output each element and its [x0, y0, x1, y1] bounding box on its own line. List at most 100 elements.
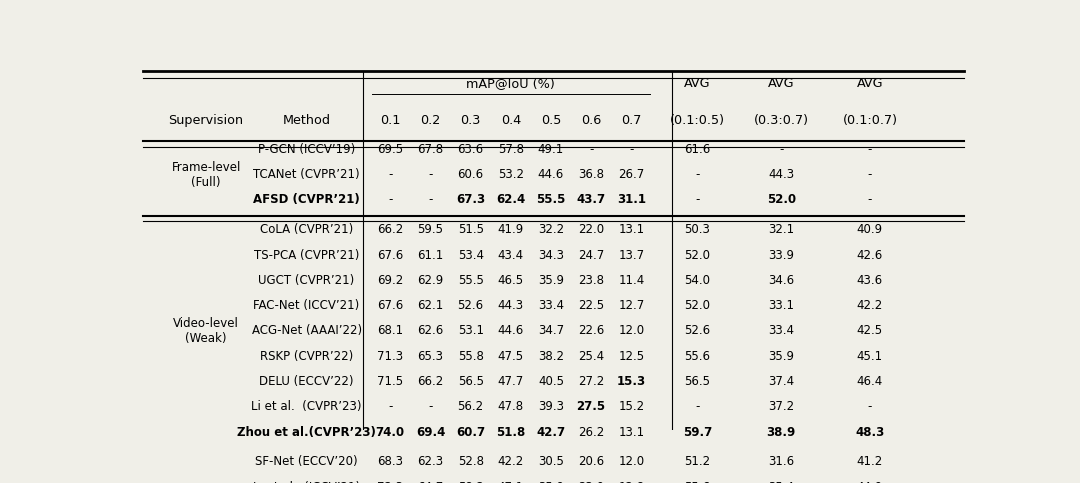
Text: 47.1: 47.1	[498, 481, 524, 483]
Text: 61.6: 61.6	[685, 143, 711, 156]
Text: 62.3: 62.3	[417, 455, 444, 469]
Text: 0.3: 0.3	[460, 114, 481, 127]
Text: 71.5: 71.5	[377, 375, 403, 388]
Text: 0.2: 0.2	[420, 114, 441, 127]
Text: 15.2: 15.2	[618, 400, 645, 413]
Text: 11.4: 11.4	[618, 274, 645, 287]
Text: 33.1: 33.1	[768, 299, 794, 312]
Text: 66.2: 66.2	[417, 375, 444, 388]
Text: 57.8: 57.8	[498, 143, 524, 156]
Text: 54.0: 54.0	[685, 274, 711, 287]
Text: 62.6: 62.6	[417, 325, 444, 338]
Text: P-GCN (ICCV’19): P-GCN (ICCV’19)	[258, 143, 355, 156]
Text: 12.0: 12.0	[618, 325, 645, 338]
Text: 0.7: 0.7	[621, 114, 642, 127]
Text: -: -	[867, 168, 872, 181]
Text: 35.9: 35.9	[538, 274, 564, 287]
Text: -: -	[388, 400, 392, 413]
Text: 42.2: 42.2	[498, 455, 524, 469]
Text: -: -	[867, 194, 872, 206]
Text: -: -	[429, 194, 433, 206]
Text: 20.6: 20.6	[578, 455, 604, 469]
Text: Li et al.  (CVPR’23): Li et al. (CVPR’23)	[252, 400, 362, 413]
Text: 44.6: 44.6	[498, 325, 524, 338]
Text: 0.4: 0.4	[501, 114, 521, 127]
Text: (0.1:0.5): (0.1:0.5)	[670, 114, 725, 127]
Text: 55.6: 55.6	[685, 350, 711, 363]
Text: 56.2: 56.2	[458, 400, 484, 413]
Text: 37.4: 37.4	[768, 375, 794, 388]
Text: -: -	[696, 168, 700, 181]
Text: 51.2: 51.2	[685, 455, 711, 469]
Text: 68.1: 68.1	[377, 325, 403, 338]
Text: 55.5: 55.5	[458, 274, 484, 287]
Text: 22.5: 22.5	[578, 299, 604, 312]
Text: -: -	[696, 400, 700, 413]
Text: 67.8: 67.8	[417, 143, 444, 156]
Text: 39.3: 39.3	[538, 400, 564, 413]
Text: 13.1: 13.1	[618, 426, 645, 439]
Text: 42.7: 42.7	[537, 426, 566, 439]
Text: 44.3: 44.3	[498, 299, 524, 312]
Text: 40.9: 40.9	[856, 223, 883, 236]
Text: 52.8: 52.8	[458, 455, 484, 469]
Text: 34.7: 34.7	[538, 325, 564, 338]
Text: 45.1: 45.1	[856, 350, 883, 363]
Text: 22.6: 22.6	[578, 325, 605, 338]
Text: -: -	[429, 400, 433, 413]
Text: 27.2: 27.2	[578, 375, 605, 388]
Text: 34.6: 34.6	[768, 274, 794, 287]
Text: 33.4: 33.4	[768, 325, 794, 338]
Text: 12.7: 12.7	[618, 299, 645, 312]
Text: FAC-Net (ICCV’21): FAC-Net (ICCV’21)	[254, 299, 360, 312]
Text: -: -	[779, 143, 783, 156]
Text: 60.6: 60.6	[458, 168, 484, 181]
Text: TS-PCA (CVPR’21): TS-PCA (CVPR’21)	[254, 249, 360, 261]
Text: TCANet (CVPR’21): TCANet (CVPR’21)	[254, 168, 360, 181]
Text: 36.8: 36.8	[578, 168, 604, 181]
Text: 33.4: 33.4	[538, 299, 564, 312]
Text: 44.9: 44.9	[856, 481, 883, 483]
Text: -: -	[388, 194, 392, 206]
Text: 35.4: 35.4	[768, 481, 794, 483]
Text: ACG-Net (AAAI’22): ACG-Net (AAAI’22)	[252, 325, 362, 338]
Text: Ju et al.  (ICCV’21): Ju et al. (ICCV’21)	[253, 481, 361, 483]
Text: (0.1:0.7): (0.1:0.7)	[842, 114, 897, 127]
Text: 49.1: 49.1	[538, 143, 564, 156]
Text: 69.2: 69.2	[377, 274, 404, 287]
Text: 64.7: 64.7	[417, 481, 444, 483]
Text: 31.1: 31.1	[617, 194, 646, 206]
Text: AVG: AVG	[685, 77, 711, 90]
Text: DELU (ECCV’22): DELU (ECCV’22)	[259, 375, 354, 388]
Text: 13.7: 13.7	[618, 249, 645, 261]
Text: -: -	[630, 143, 634, 156]
Text: 52.0: 52.0	[685, 299, 711, 312]
Text: AVG: AVG	[856, 77, 883, 90]
Text: 12.0: 12.0	[618, 455, 645, 469]
Text: 40.5: 40.5	[538, 375, 564, 388]
Text: 60.7: 60.7	[456, 426, 485, 439]
Text: 23.8: 23.8	[578, 274, 604, 287]
Text: 26.2: 26.2	[578, 426, 605, 439]
Text: 12.8: 12.8	[618, 481, 645, 483]
Text: 65.3: 65.3	[418, 350, 444, 363]
Text: 58.2: 58.2	[458, 481, 484, 483]
Text: 47.7: 47.7	[498, 375, 524, 388]
Text: Supervision: Supervision	[168, 114, 244, 127]
Text: 46.4: 46.4	[856, 375, 883, 388]
Text: Zhou et al.(CVPR’23): Zhou et al.(CVPR’23)	[238, 426, 376, 439]
Text: 38.2: 38.2	[538, 350, 564, 363]
Text: 47.8: 47.8	[498, 400, 524, 413]
Text: 47.5: 47.5	[498, 350, 524, 363]
Text: Frame-level
(Full): Frame-level (Full)	[172, 161, 241, 189]
Text: 66.2: 66.2	[377, 223, 404, 236]
Text: 27.5: 27.5	[577, 400, 606, 413]
Text: 56.5: 56.5	[458, 375, 484, 388]
Text: UGCT (CVPR’21): UGCT (CVPR’21)	[258, 274, 354, 287]
Text: 34.3: 34.3	[538, 249, 564, 261]
Text: 63.6: 63.6	[458, 143, 484, 156]
Text: 35.9: 35.9	[538, 481, 564, 483]
Text: 26.7: 26.7	[618, 168, 645, 181]
Text: mAP@IoU (%): mAP@IoU (%)	[467, 77, 555, 90]
Text: 71.3: 71.3	[377, 350, 403, 363]
